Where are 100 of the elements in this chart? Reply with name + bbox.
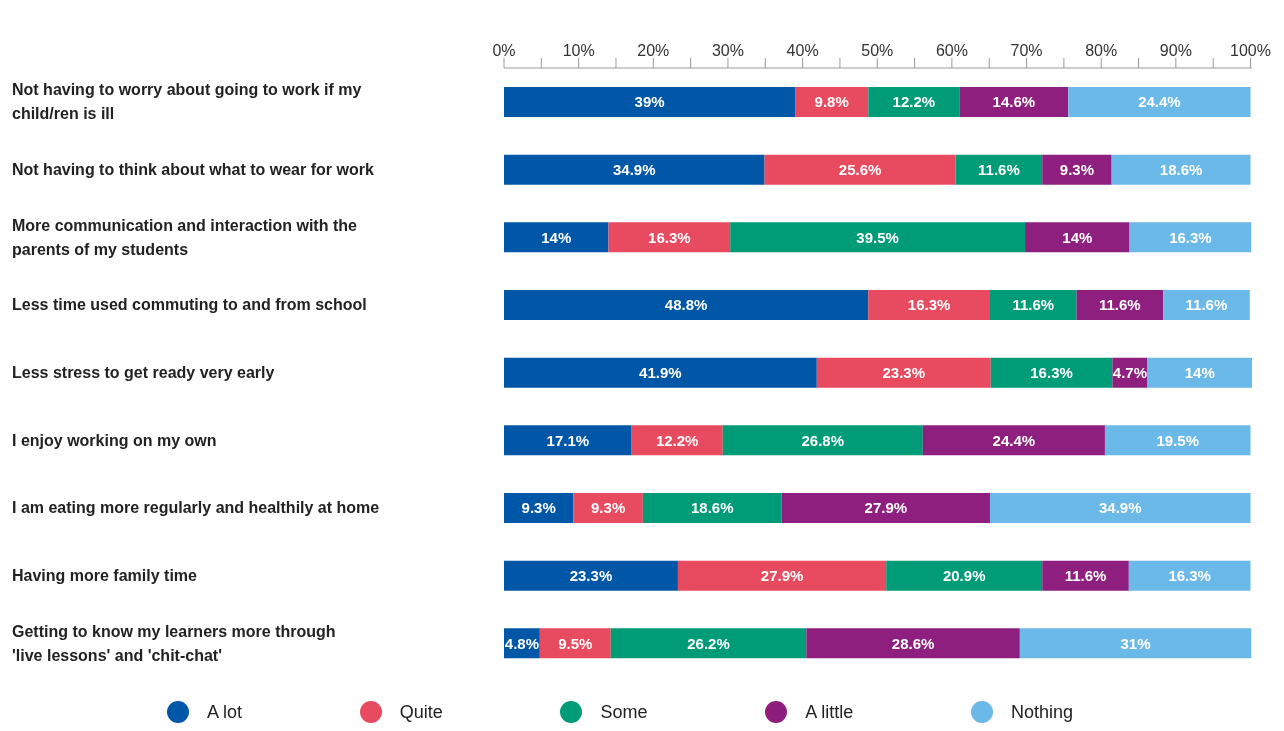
data-label: 9.3%	[591, 499, 626, 517]
bar	[1042, 154, 1112, 185]
y-tick-label: I am eating more regularly and healthily at home	[12, 499, 380, 517]
data-label: 9.3%	[521, 499, 556, 517]
data-label: 14%	[541, 228, 572, 246]
x-tick-label: 40%	[786, 42, 819, 59]
data-label: 16.3%	[1030, 363, 1073, 381]
bar	[610, 628, 807, 659]
data-label: 19.5%	[1156, 431, 1199, 449]
x-tick-label: 70%	[1010, 42, 1043, 59]
x-tick-label: 10%	[562, 42, 595, 59]
data-label: 16.3%	[1169, 228, 1212, 246]
data-label: 39.5%	[856, 228, 899, 246]
bar	[764, 154, 956, 185]
bar	[806, 628, 1020, 659]
data-label: 26.8%	[801, 431, 845, 449]
bar	[922, 425, 1105, 456]
bar	[504, 222, 609, 253]
x-tick-label: 0%	[492, 42, 516, 59]
data-label: 25.6%	[838, 160, 882, 178]
data-label: 48.8%	[664, 296, 708, 314]
data-label: 27.9%	[760, 566, 804, 584]
data-label: 28.6%	[891, 634, 935, 652]
data-label: 9.5%	[558, 634, 593, 652]
data-label: 9.3%	[1059, 160, 1095, 178]
y-tick-label: Less time used commuting to and from school	[12, 296, 367, 314]
bar	[1129, 222, 1252, 253]
bar	[677, 560, 887, 591]
x-tick-label: 50%	[861, 42, 894, 59]
bar	[959, 87, 1069, 117]
data-label: 18.6%	[1159, 160, 1203, 178]
bar	[504, 87, 796, 117]
bar	[573, 493, 643, 523]
legend-label: Quite	[399, 701, 443, 723]
data-label: 12.2%	[892, 93, 936, 111]
y-tick-label: I enjoy working on my own	[12, 431, 217, 449]
y-tick-label: Not having to worry about going to work if my child/ren is ill	[12, 81, 362, 123]
y-tick-label: Having more family time	[12, 567, 198, 585]
bar	[1147, 357, 1252, 388]
bar	[816, 357, 991, 388]
data-label: 23.3%	[882, 363, 926, 381]
data-label: 24.4%	[1138, 93, 1181, 111]
bar	[989, 493, 1251, 523]
data-label: 26.2%	[687, 634, 730, 652]
data-label: 16.3%	[648, 228, 691, 246]
data-label: 14.6%	[992, 93, 1036, 111]
bar	[608, 222, 731, 253]
data-label: 11.6%	[1185, 296, 1228, 314]
y-tick-label: More communication and interaction with the parents of my students	[12, 216, 358, 258]
bar	[1068, 87, 1251, 117]
data-label: 34.9%	[612, 160, 656, 178]
data-label: 11.6%	[1064, 566, 1107, 584]
bar	[730, 222, 1026, 253]
data-label: 14%	[1184, 363, 1215, 381]
bar	[1019, 628, 1252, 659]
bar	[642, 493, 782, 523]
data-label: 9.8%	[814, 93, 849, 111]
data-label: 23.3%	[569, 566, 613, 584]
data-label: 24.4%	[992, 431, 1036, 449]
y-tick-label: Less stress to get ready very early	[12, 364, 275, 382]
legend-label: Some	[600, 701, 648, 723]
y-tick-label: Not having to think about what to wear for work	[12, 161, 374, 179]
x-tick-label: 30%	[711, 42, 744, 59]
bar	[1042, 560, 1129, 591]
x-tick-label: 20%	[637, 42, 670, 59]
bar	[886, 560, 1043, 591]
y-tick-label: Getting to know my learners more through 'live lessons' and 'chit-chat'	[12, 622, 336, 664]
x-tick-label: 80%	[1085, 42, 1118, 59]
x-tick-label: 100%	[1230, 42, 1271, 59]
data-label: 14%	[1062, 228, 1093, 246]
bar	[504, 154, 765, 185]
data-label: 11.6%	[1099, 296, 1141, 314]
bar	[504, 425, 632, 456]
bar	[990, 357, 1113, 388]
bar	[868, 290, 990, 320]
bar	[504, 290, 869, 320]
bar	[1111, 154, 1251, 185]
data-label: 4.8%	[504, 634, 540, 652]
data-label: 17.1%	[546, 431, 590, 449]
bar	[989, 290, 1077, 320]
x-tick-label: 90%	[1159, 42, 1192, 59]
data-label: 18.6%	[691, 499, 734, 517]
data-label: 16.3%	[907, 296, 951, 314]
bar	[781, 493, 990, 523]
legend-label: Nothing	[1011, 701, 1074, 723]
data-label: 4.7%	[1112, 363, 1148, 381]
data-label: 20.9%	[942, 566, 986, 584]
bar	[1025, 222, 1130, 253]
data-label: 11.6%	[978, 160, 1020, 178]
x-tick-label: 60%	[935, 42, 968, 59]
data-label: 27.9%	[864, 499, 908, 517]
data-label: 12.2%	[655, 431, 699, 449]
data-label: 39%	[634, 93, 665, 111]
bar	[1163, 290, 1250, 320]
data-label: 11.6%	[1012, 296, 1055, 314]
data-label: 16.3%	[1168, 566, 1211, 584]
legend-label: A lot	[206, 701, 242, 723]
bar	[722, 425, 923, 456]
bar	[1128, 560, 1251, 591]
data-label: 31%	[1120, 634, 1151, 652]
